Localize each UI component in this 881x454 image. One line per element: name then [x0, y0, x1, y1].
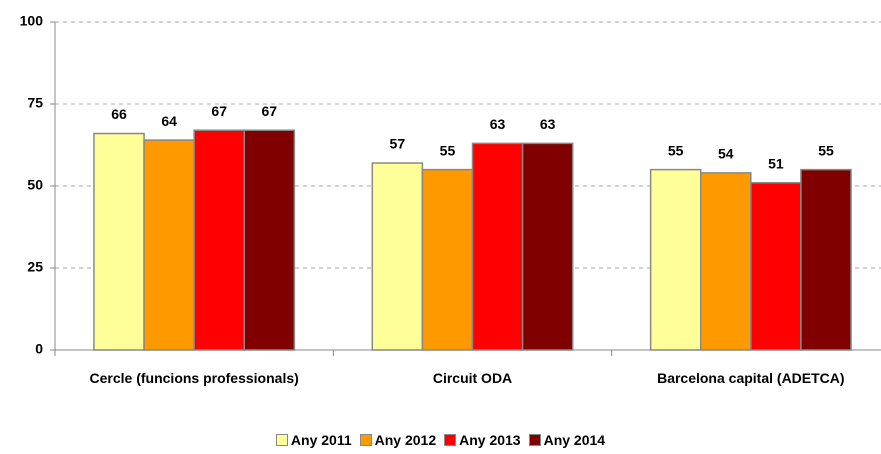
- x-tick-label: Cercle (funcions professionals): [89, 370, 299, 386]
- value-label: 57: [390, 136, 406, 152]
- bar: [800, 168, 852, 351]
- legend-label: Any 2012: [374, 432, 437, 448]
- bar: [143, 139, 195, 351]
- legend-label: Any 2014: [543, 432, 606, 448]
- x-tick-label: Circuit ODA: [432, 370, 513, 386]
- x-tick-label: Barcelona capital (ADETCA): [657, 370, 845, 386]
- legend-label: Any 2013: [459, 432, 521, 448]
- legend-swatch: [528, 434, 541, 446]
- bar: [699, 172, 752, 351]
- bar: [243, 129, 296, 351]
- legend-label: Any 2011: [290, 432, 352, 448]
- legend-item: Any 2014: [528, 432, 606, 448]
- value-label: 67: [211, 103, 227, 119]
- legend-swatch: [275, 434, 288, 446]
- y-tick-label: 0: [35, 341, 43, 357]
- bar: [750, 181, 802, 351]
- bar: [93, 132, 145, 351]
- bar: [371, 162, 424, 351]
- bar: [471, 142, 524, 351]
- legend-item: Any 2011: [275, 432, 352, 448]
- bar: [421, 168, 474, 351]
- value-label: 51: [768, 155, 784, 171]
- value-label: 64: [161, 113, 177, 129]
- legend: Any 2011 Any 2012 Any 2013 Any 2014: [0, 432, 881, 448]
- value-label: 63: [540, 116, 556, 132]
- y-tick-label: 25: [27, 259, 43, 275]
- value-label: 55: [440, 142, 456, 158]
- y-tick-label: 50: [27, 177, 43, 193]
- value-label: 54: [718, 146, 734, 162]
- legend-swatch: [444, 434, 457, 446]
- y-tick-label: 75: [27, 95, 43, 111]
- legend-item: Any 2012: [359, 432, 437, 448]
- value-label: 67: [262, 103, 278, 119]
- value-label: 55: [818, 142, 834, 158]
- legend-item: Any 2013: [444, 432, 521, 448]
- bar: [521, 142, 574, 351]
- bar: [193, 129, 246, 351]
- value-label: 66: [111, 106, 127, 122]
- y-tick-label: 100: [20, 13, 44, 29]
- value-label: 63: [490, 116, 506, 132]
- legend-swatch: [359, 434, 372, 446]
- bar: [649, 168, 702, 351]
- value-label: 55: [668, 142, 684, 158]
